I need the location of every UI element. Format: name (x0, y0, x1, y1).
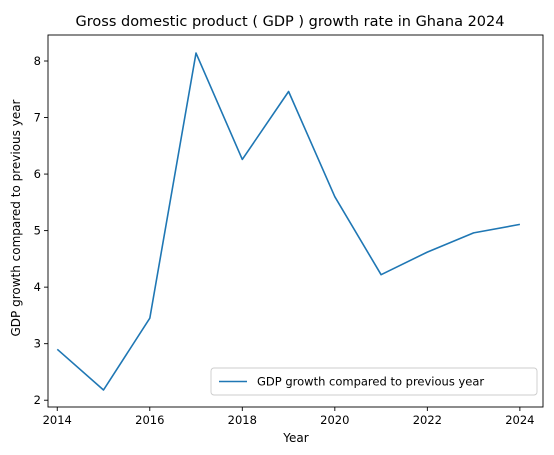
x-axis: 2014 2016 2018 2020 2022 2024 (43, 407, 535, 427)
y-tick-label: 5 (34, 224, 41, 238)
x-axis-label: Year (282, 431, 308, 445)
y-tick-label: 8 (34, 54, 41, 68)
legend: GDP growth compared to previous year (210, 367, 538, 396)
y-axis-label: GDP growth compared to previous year (9, 99, 23, 336)
x-tick-label: 2016 (135, 413, 164, 427)
series-line-0 (56, 52, 521, 391)
y-tick-label: 6 (34, 167, 41, 181)
series-layer (56, 52, 521, 391)
legend-box (210, 367, 538, 396)
plot-area: 2014 2016 2018 2020 2022 2024 2 3 4 5 6 7 8 (34, 34, 544, 427)
x-tick-label: 2024 (505, 413, 534, 427)
y-axis: 2 3 4 5 6 7 8 (34, 54, 48, 407)
chart-title: Gross domestic product ( GDP ) growth ra… (76, 14, 505, 30)
y-tick-label: 2 (34, 393, 41, 407)
x-tick-label: 2022 (413, 413, 442, 427)
plot-frame (47, 34, 544, 408)
y-tick-label: 4 (34, 280, 41, 294)
x-tick-label: 2018 (228, 413, 257, 427)
x-tick-label: 2014 (43, 413, 72, 427)
legend-label: GDP growth compared to previous year (257, 375, 484, 389)
y-tick-label: 3 (34, 337, 41, 351)
y-tick-label: 7 (34, 111, 41, 125)
x-tick-label: 2020 (320, 413, 349, 427)
